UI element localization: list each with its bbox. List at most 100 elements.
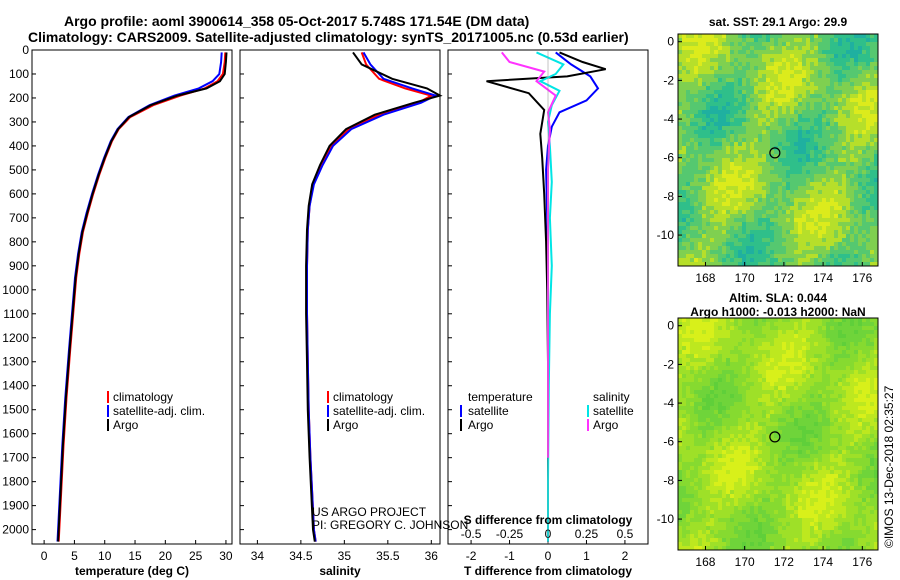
map-cell (710, 106, 715, 111)
map-y-tick-label: 0 (667, 35, 674, 49)
map-cell (698, 118, 703, 123)
map-cell (826, 230, 831, 235)
map-cell (834, 230, 839, 235)
map-cell (754, 318, 759, 323)
map-cell (726, 194, 731, 199)
map-cell (750, 194, 755, 199)
map-cell (694, 414, 699, 419)
map-cell (862, 170, 867, 175)
map-cell (822, 434, 827, 439)
map-cell (702, 166, 707, 171)
map-cell (850, 122, 855, 127)
map-cell (746, 98, 751, 103)
map-cell (802, 418, 807, 423)
map-cell (714, 218, 719, 223)
map-cell (858, 34, 863, 39)
map-cell (818, 430, 823, 435)
map-cell (794, 322, 799, 327)
map-cell (746, 114, 751, 119)
map-cell (838, 198, 843, 203)
map-cell (770, 442, 775, 447)
map-cell (678, 330, 683, 335)
map-cell (706, 58, 711, 63)
map-cell (834, 46, 839, 51)
map-cell (858, 154, 863, 159)
map-cell (790, 390, 795, 395)
map-cell (714, 194, 719, 199)
map-cell (682, 170, 687, 175)
map-cell (754, 162, 759, 167)
map-cell (690, 126, 695, 131)
map-cell (686, 330, 691, 335)
map-cell (858, 162, 863, 167)
map-cell (826, 226, 831, 231)
map-cell (806, 330, 811, 335)
map-cell (790, 250, 795, 255)
map-cell (850, 458, 855, 463)
map-cell (826, 206, 831, 211)
map-cell (842, 190, 847, 195)
map-cell (806, 382, 811, 387)
map-cell (826, 262, 831, 267)
map-cell (870, 74, 875, 79)
map-cell (730, 454, 735, 459)
map-cell (714, 202, 719, 207)
map-cell (686, 466, 691, 471)
map-cell (690, 406, 695, 411)
map-cell (794, 130, 799, 135)
map-cell (862, 198, 867, 203)
map-cell (754, 106, 759, 111)
map-cell (786, 362, 791, 367)
map-cell (714, 370, 719, 375)
map-cell (786, 430, 791, 435)
map-cell (830, 454, 835, 459)
map-cell (690, 130, 695, 135)
depth-tick-label: 100 (9, 67, 29, 81)
map-cell (846, 102, 851, 107)
map-cell (790, 178, 795, 183)
map-cell (870, 406, 875, 411)
map-cell (730, 230, 735, 235)
map-cell (754, 58, 759, 63)
map-cell (838, 450, 843, 455)
map-cell (702, 50, 707, 55)
map-cell (722, 374, 727, 379)
map-cell (826, 402, 831, 407)
map-cell (826, 50, 831, 55)
map-cell (734, 370, 739, 375)
map-cell (858, 182, 863, 187)
map-cell (702, 422, 707, 427)
map-cell (766, 170, 771, 175)
map-cell (702, 430, 707, 435)
map-cell (754, 326, 759, 331)
map-cell (718, 194, 723, 199)
map-cell (686, 154, 691, 159)
map-cell (738, 358, 743, 363)
map-cell (874, 246, 879, 251)
map-cell (810, 154, 815, 159)
map-cell (854, 450, 859, 455)
map-cell (710, 350, 715, 355)
map-cell (854, 78, 859, 83)
map-cell (862, 206, 867, 211)
map-cell (678, 202, 683, 207)
map-cell (686, 222, 691, 227)
map-cell (750, 214, 755, 219)
map-cell (802, 162, 807, 167)
map-cell (842, 182, 847, 187)
map-cell (726, 418, 731, 423)
map-cell (798, 462, 803, 467)
map-cell (718, 390, 723, 395)
map-cell (830, 458, 835, 463)
map-cell (774, 202, 779, 207)
map-cell (794, 402, 799, 407)
map-cell (722, 226, 727, 231)
map-cell (734, 158, 739, 163)
map-cell (842, 450, 847, 455)
map-cell (806, 114, 811, 119)
map-cell (770, 206, 775, 211)
map-cell (770, 38, 775, 43)
map-cell (726, 94, 731, 99)
map-cell (758, 146, 763, 151)
map-cell (874, 362, 879, 367)
